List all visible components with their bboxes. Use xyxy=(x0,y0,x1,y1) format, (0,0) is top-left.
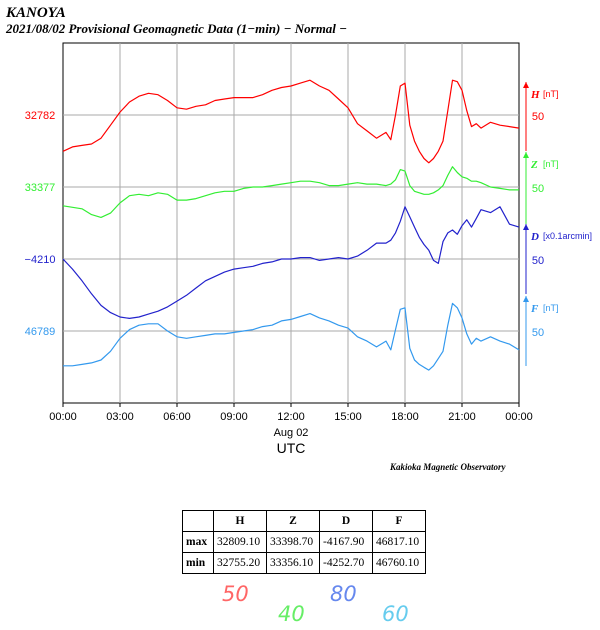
stats-cell: 33398.70 xyxy=(266,531,320,553)
component-name-f: F xyxy=(530,303,539,315)
baseline-label-f: 46789 xyxy=(25,326,56,338)
station-name: KANOYA xyxy=(6,5,66,21)
stats-row-label: max xyxy=(182,531,214,553)
stats-col-z: Z xyxy=(266,510,320,532)
series-line-d xyxy=(62,206,520,319)
stats-cell: 32755.20 xyxy=(213,552,267,574)
x-tick-label: 03:00 xyxy=(106,411,134,423)
x-tick-label: 21:00 xyxy=(448,411,476,423)
scale-label-z: 40 xyxy=(278,602,305,626)
x-tick-label: 00:00 xyxy=(49,411,77,423)
scale-value-h: 50 xyxy=(532,111,544,123)
scale-arrowhead-d xyxy=(523,224,529,230)
series-line-f xyxy=(63,302,520,371)
x-tick-label: 06:00 xyxy=(163,411,191,423)
stats-cell: -4167.90 xyxy=(319,531,373,553)
x-date-label: Aug 02 xyxy=(274,427,309,439)
x-tick-label: 15:00 xyxy=(334,411,362,423)
x-tick-label: 00:00 xyxy=(505,411,533,423)
stats-row-min: min 32755.20 33356.10 -4252.70 46760.10 xyxy=(182,552,426,574)
scale-value-d: 50 xyxy=(532,255,544,267)
stats-row-label: min xyxy=(182,552,214,574)
component-name-d: D xyxy=(530,231,539,243)
component-name-z: Z xyxy=(530,159,538,171)
scale-value-z: 50 xyxy=(532,183,544,195)
geomagnetic-chart: 00:00 03:00 06:00 09:00 12:00 15:00 18:00 21:00… xyxy=(25,42,592,456)
baseline-label-d: −4210 xyxy=(25,254,56,266)
component-unit-h: [nT] xyxy=(543,89,559,99)
scale-label-h: 50 xyxy=(222,582,249,606)
scale-value-f: 50 xyxy=(532,327,544,339)
stats-cell: 32809.10 xyxy=(213,531,267,553)
x-axis-label: UTC xyxy=(277,440,306,456)
scale-label-d: 80 xyxy=(330,582,357,606)
scale-arrowhead-h xyxy=(523,82,529,88)
x-tick-label: 12:00 xyxy=(277,411,305,423)
scale-label-f: 60 xyxy=(382,602,409,626)
stats-row-max: max 32809.10 33398.70 -4167.90 46817.10 xyxy=(182,531,426,553)
stats-cell: 46760.10 xyxy=(372,552,426,574)
stats-table: H Z D F max 32809.10 33398.70 -4167.90 4… xyxy=(182,510,426,574)
stats-cell: -4252.70 xyxy=(319,552,373,574)
baseline-label-z: 33377 xyxy=(25,182,56,194)
scale-arrowhead-z xyxy=(523,152,529,158)
x-tick-label: 18:00 xyxy=(391,411,419,423)
stats-col-h: H xyxy=(213,510,267,532)
component-name-h: H xyxy=(530,89,540,101)
stats-cell: 33356.10 xyxy=(266,552,320,574)
series-line-h xyxy=(62,79,520,164)
component-unit-z: [nT] xyxy=(543,159,559,169)
scale-arrowhead-f xyxy=(523,296,529,302)
chart-subtitle: 2021/08/02 Provisional Geomagnetic Data … xyxy=(6,21,348,36)
x-tick-label: 09:00 xyxy=(220,411,248,423)
stats-col-f: F xyxy=(372,510,426,532)
stats-cell: 46817.10 xyxy=(372,531,426,553)
stats-col-d: D xyxy=(319,510,373,532)
component-unit-d: [x0.1arcmin] xyxy=(543,231,592,241)
component-unit-f: [nT] xyxy=(543,303,559,313)
stats-corner-cell xyxy=(182,510,214,532)
stats-header-row: H Z D F xyxy=(182,510,426,532)
series-line-z xyxy=(62,166,519,218)
observatory-credit: Kakioka Magnetic Observatory xyxy=(390,462,506,472)
baseline-label-h: 32782 xyxy=(25,110,56,122)
